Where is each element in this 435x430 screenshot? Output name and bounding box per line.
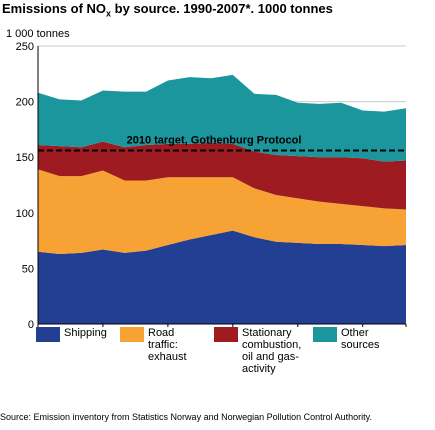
x-tick-label-1996: 1996 [156,329,180,330]
y-tick-label-50: 50 [22,263,34,275]
y-axis-label: 1 000 tonnes [6,28,70,40]
y-tick-label-250: 250 [16,41,34,53]
area-road-traffic [38,169,406,254]
legend-item-stationary-combustion: Stationary combustion, oil and gas- acti… [214,327,322,375]
source-note: Source: Emission inventory from Statisti… [0,412,372,422]
area-other-sources [38,74,406,162]
legend-item-shipping: Shipping [36,327,144,342]
y-tick-label-0: 0 [28,319,34,330]
legend-swatch-other-sources [313,327,337,342]
x-tick-label-1993: 1993 [91,329,115,330]
legend-label-other-sources: Other sources [341,327,380,351]
legend-swatch-stationary-combustion [214,327,238,342]
y-tick-label-150: 150 [16,152,34,164]
target-line-label: 2010 target, Gothenburg Protocol [127,135,302,147]
legend-label-shipping: Shipping [64,327,107,339]
legend-swatch-road-traffic [120,327,144,342]
legend-item-road-traffic: Road traffic: exhaust [120,327,228,363]
x-tick-label-2005: 2005 [350,329,374,330]
emissions-area-chart: 0501001502002501990199319961999200220052… [16,41,421,330]
x-tick-label-2007*: 2007* [392,329,421,330]
legend-item-other-sources: Other sources [313,327,421,351]
legend-label-road-traffic: Road traffic: exhaust [148,327,187,363]
legend: Shipping Road traffic: exhaust Stationar… [0,327,435,387]
chart-title: Emissions of NOx by source. 1990-2007*. … [2,1,333,19]
y-tick-label-100: 100 [16,208,34,220]
legend-label-stationary-combustion: Stationary combustion, oil and gas- acti… [242,327,302,375]
area-stationary-combustion [38,141,406,210]
y-tick-label-200: 200 [16,97,34,109]
area-shipping [38,230,406,324]
legend-swatch-shipping [36,327,60,342]
